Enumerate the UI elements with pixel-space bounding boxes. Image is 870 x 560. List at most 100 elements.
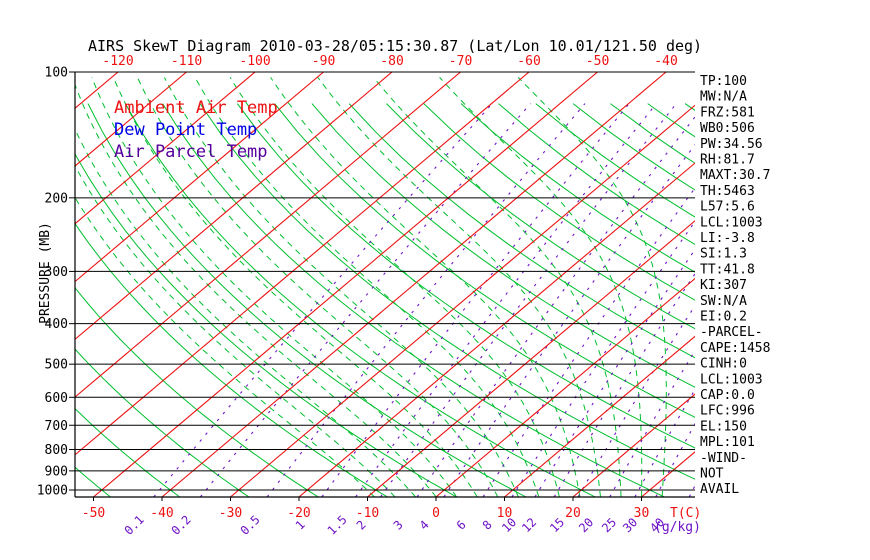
mixing-unit-label: (g/kg): [654, 520, 701, 535]
stat-line: AVAIL: [700, 482, 739, 497]
stat-line: MPL:101: [700, 435, 755, 450]
moist-adiabat-line: [194, 77, 540, 497]
dry-adiabat-line: [124, 103, 596, 497]
mixing-ratio-label: 0.1: [122, 513, 147, 538]
bottom-temp-label: -20: [287, 506, 310, 521]
top-temp-label: -50: [586, 54, 609, 69]
dry-adiabat-line: [75, 287, 319, 497]
stat-line: CINH:0: [700, 357, 747, 372]
bottom-temp-label: -40: [150, 506, 173, 521]
mixing-ratio-line: [655, 422, 695, 497]
moist-adiabat-line: [75, 164, 396, 497]
pressure-tick-label: 300: [45, 265, 68, 280]
top-temp-label: -70: [449, 54, 472, 69]
dry-adiabat-line: [348, 103, 695, 359]
bottom-temp-label: -30: [219, 506, 242, 521]
pressure-tick-label: 900: [45, 464, 68, 479]
top-temp-label: -40: [654, 54, 677, 69]
moist-adiabat-line: [75, 128, 416, 497]
mixing-ratio-line: [266, 103, 586, 497]
moist-adiabat-line: [163, 77, 519, 497]
pressure-tick-label: 1000: [37, 484, 68, 499]
pressure-gridlines: [75, 71, 695, 491]
stat-line: TH:5463: [700, 184, 755, 199]
bottom-temp-label: 20: [565, 506, 581, 521]
moist-adiabat-line: [229, 77, 560, 497]
stat-line: TT:41.8: [700, 262, 755, 277]
stat-line: EI:0.2: [700, 310, 747, 325]
bottom-temp-label: 30: [634, 506, 650, 521]
dry-adiabat-line: [162, 103, 665, 497]
isotherm-line: [75, 72, 461, 398]
pressure-tick-label: 400: [45, 317, 68, 332]
pressure-tick-label: 700: [45, 419, 68, 434]
stat-line: MAXT:30.7: [700, 168, 770, 183]
moist-adiabat-line: [317, 77, 601, 497]
dry-adiabat-line: [647, 103, 695, 138]
temp-unit-label: T(C): [670, 506, 701, 521]
legend-air-parcel-temp: Air Parcel Temp: [114, 142, 268, 162]
mixing-ratio-line: [482, 187, 695, 497]
mixing-ratio-label: 1.5: [325, 513, 350, 538]
mixing-ratio-label: 12: [519, 515, 539, 535]
mixing-ratio-line: [380, 103, 677, 497]
isotherm-line: [75, 72, 256, 225]
dry-adiabat-line: [274, 103, 695, 418]
dry-adiabat-line: [75, 348, 250, 497]
isotherm-line: [75, 72, 324, 283]
stat-line: RH:81.7: [700, 153, 755, 168]
stat-line: SI:1.3: [700, 247, 747, 262]
stat-line: MW:N/A: [700, 90, 747, 105]
dry-adiabat-line: [423, 103, 695, 301]
chart-title: AIRS SkewT Diagram 2010-03-28/05:15:30.8…: [88, 37, 702, 55]
mixing-ratio-line: [199, 103, 531, 497]
pressure-tick-label: 600: [45, 391, 68, 406]
moist-adiabat-line: [91, 77, 458, 497]
background-grid: [75, 72, 695, 497]
isotherm-line: [75, 72, 393, 341]
isotherm-line: [504, 335, 695, 497]
pressure-axis-title: PRESSURE (MB): [38, 222, 53, 324]
legend-dew-point-temp: Dew Point Temp: [114, 120, 257, 140]
moist-adiabat-line: [517, 77, 667, 497]
pressure-tick-label: 200: [45, 191, 68, 206]
dry-adiabat-line: [498, 103, 695, 246]
isotherm-line: [75, 72, 187, 167]
bottom-temp-label: 0: [432, 506, 440, 521]
moist-adiabat-line: [112, 77, 478, 497]
isotherm-line: [641, 451, 695, 497]
moist-adiabat-line: [75, 83, 437, 497]
mixing-ratio-label: 4: [417, 518, 432, 533]
dry-adiabat-line: [87, 103, 527, 497]
top-temp-label: -80: [380, 54, 403, 69]
stat-line: LCL:1003: [700, 372, 763, 387]
stat-line: FRZ:581: [700, 105, 755, 120]
pressure-tick-label: 500: [45, 358, 68, 373]
top-temp-label: -120: [102, 54, 133, 69]
bottom-temp-label: -10: [356, 506, 379, 521]
mixing-ratio-line: [443, 144, 695, 497]
bottom-temp-label: 10: [497, 506, 513, 521]
stat-line: CAP:0.0: [700, 388, 755, 403]
stat-line: SW:N/A: [700, 294, 747, 309]
stat-line: -WIND-: [700, 451, 747, 466]
mixing-ratio-label: 8: [480, 518, 495, 533]
dry-adiabat-line: [236, 103, 695, 449]
dry-adiabat-line: [311, 103, 695, 388]
isotherm-line: [367, 220, 695, 497]
dry-adiabat-line: [75, 222, 388, 497]
pressure-tick-label: 800: [45, 443, 68, 458]
mixing-ratio-line: [153, 103, 493, 497]
stat-line: LFC:996: [700, 404, 755, 419]
stat-line: LI:-3.8: [700, 231, 755, 246]
mixing-ratio-line: [321, 103, 630, 497]
dry-adiabat-line: [75, 152, 457, 497]
stat-line: EL:150: [700, 419, 747, 434]
stat-line: PW:34.56: [700, 137, 763, 152]
isotherm-line: [230, 104, 695, 497]
moist-adiabat-line: [270, 77, 581, 497]
dry-adiabat-line: [460, 103, 695, 273]
